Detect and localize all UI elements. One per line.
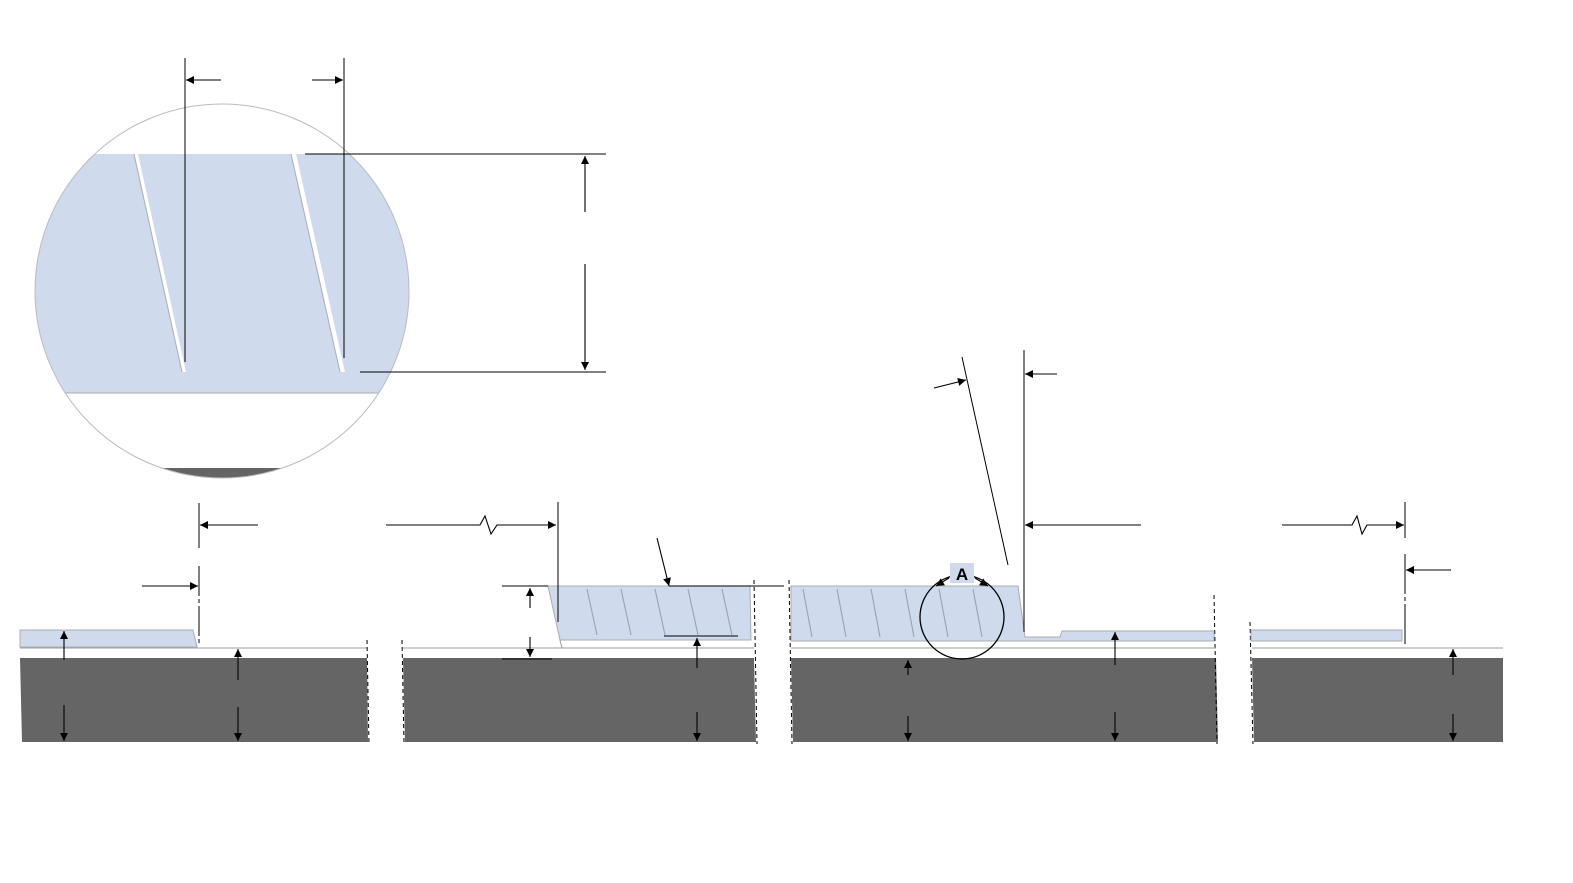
detail-view bbox=[34, 58, 606, 479]
section-3-grooves bbox=[802, 588, 983, 638]
section-4 bbox=[1249, 502, 1503, 745]
section-3-angle-ext-line bbox=[961, 356, 1009, 566]
section-4-break-dim bbox=[1282, 514, 1404, 536]
section-4-coating bbox=[1250, 629, 1403, 642]
detail-callout-label: A bbox=[956, 565, 968, 584]
section-3-angle-arrow bbox=[933, 378, 967, 389]
detail-substrate bbox=[150, 468, 300, 478]
section-2-substrate bbox=[403, 658, 756, 742]
callout-arrow-left bbox=[935, 577, 950, 587]
section-1 bbox=[19, 503, 370, 745]
section-2-break-dim bbox=[386, 514, 556, 536]
section-2 bbox=[386, 502, 784, 745]
detail-circle-border bbox=[34, 103, 410, 479]
section-2-grooves bbox=[586, 588, 733, 636]
section-2-coating bbox=[547, 585, 752, 641]
detail-groove-right bbox=[291, 154, 345, 372]
section-2-surface-leader bbox=[656, 537, 671, 587]
callout-arrow-right bbox=[974, 577, 989, 587]
section-3-coating bbox=[790, 585, 1215, 642]
section-1-coating bbox=[19, 629, 198, 648]
section-3: A bbox=[788, 350, 1218, 745]
detail-coating-layer bbox=[35, 154, 409, 393]
section-4-substrate bbox=[1252, 658, 1503, 742]
section-1-substrate bbox=[20, 658, 368, 742]
detail-groove-left bbox=[134, 154, 186, 372]
section-3-substrate bbox=[791, 658, 1218, 742]
